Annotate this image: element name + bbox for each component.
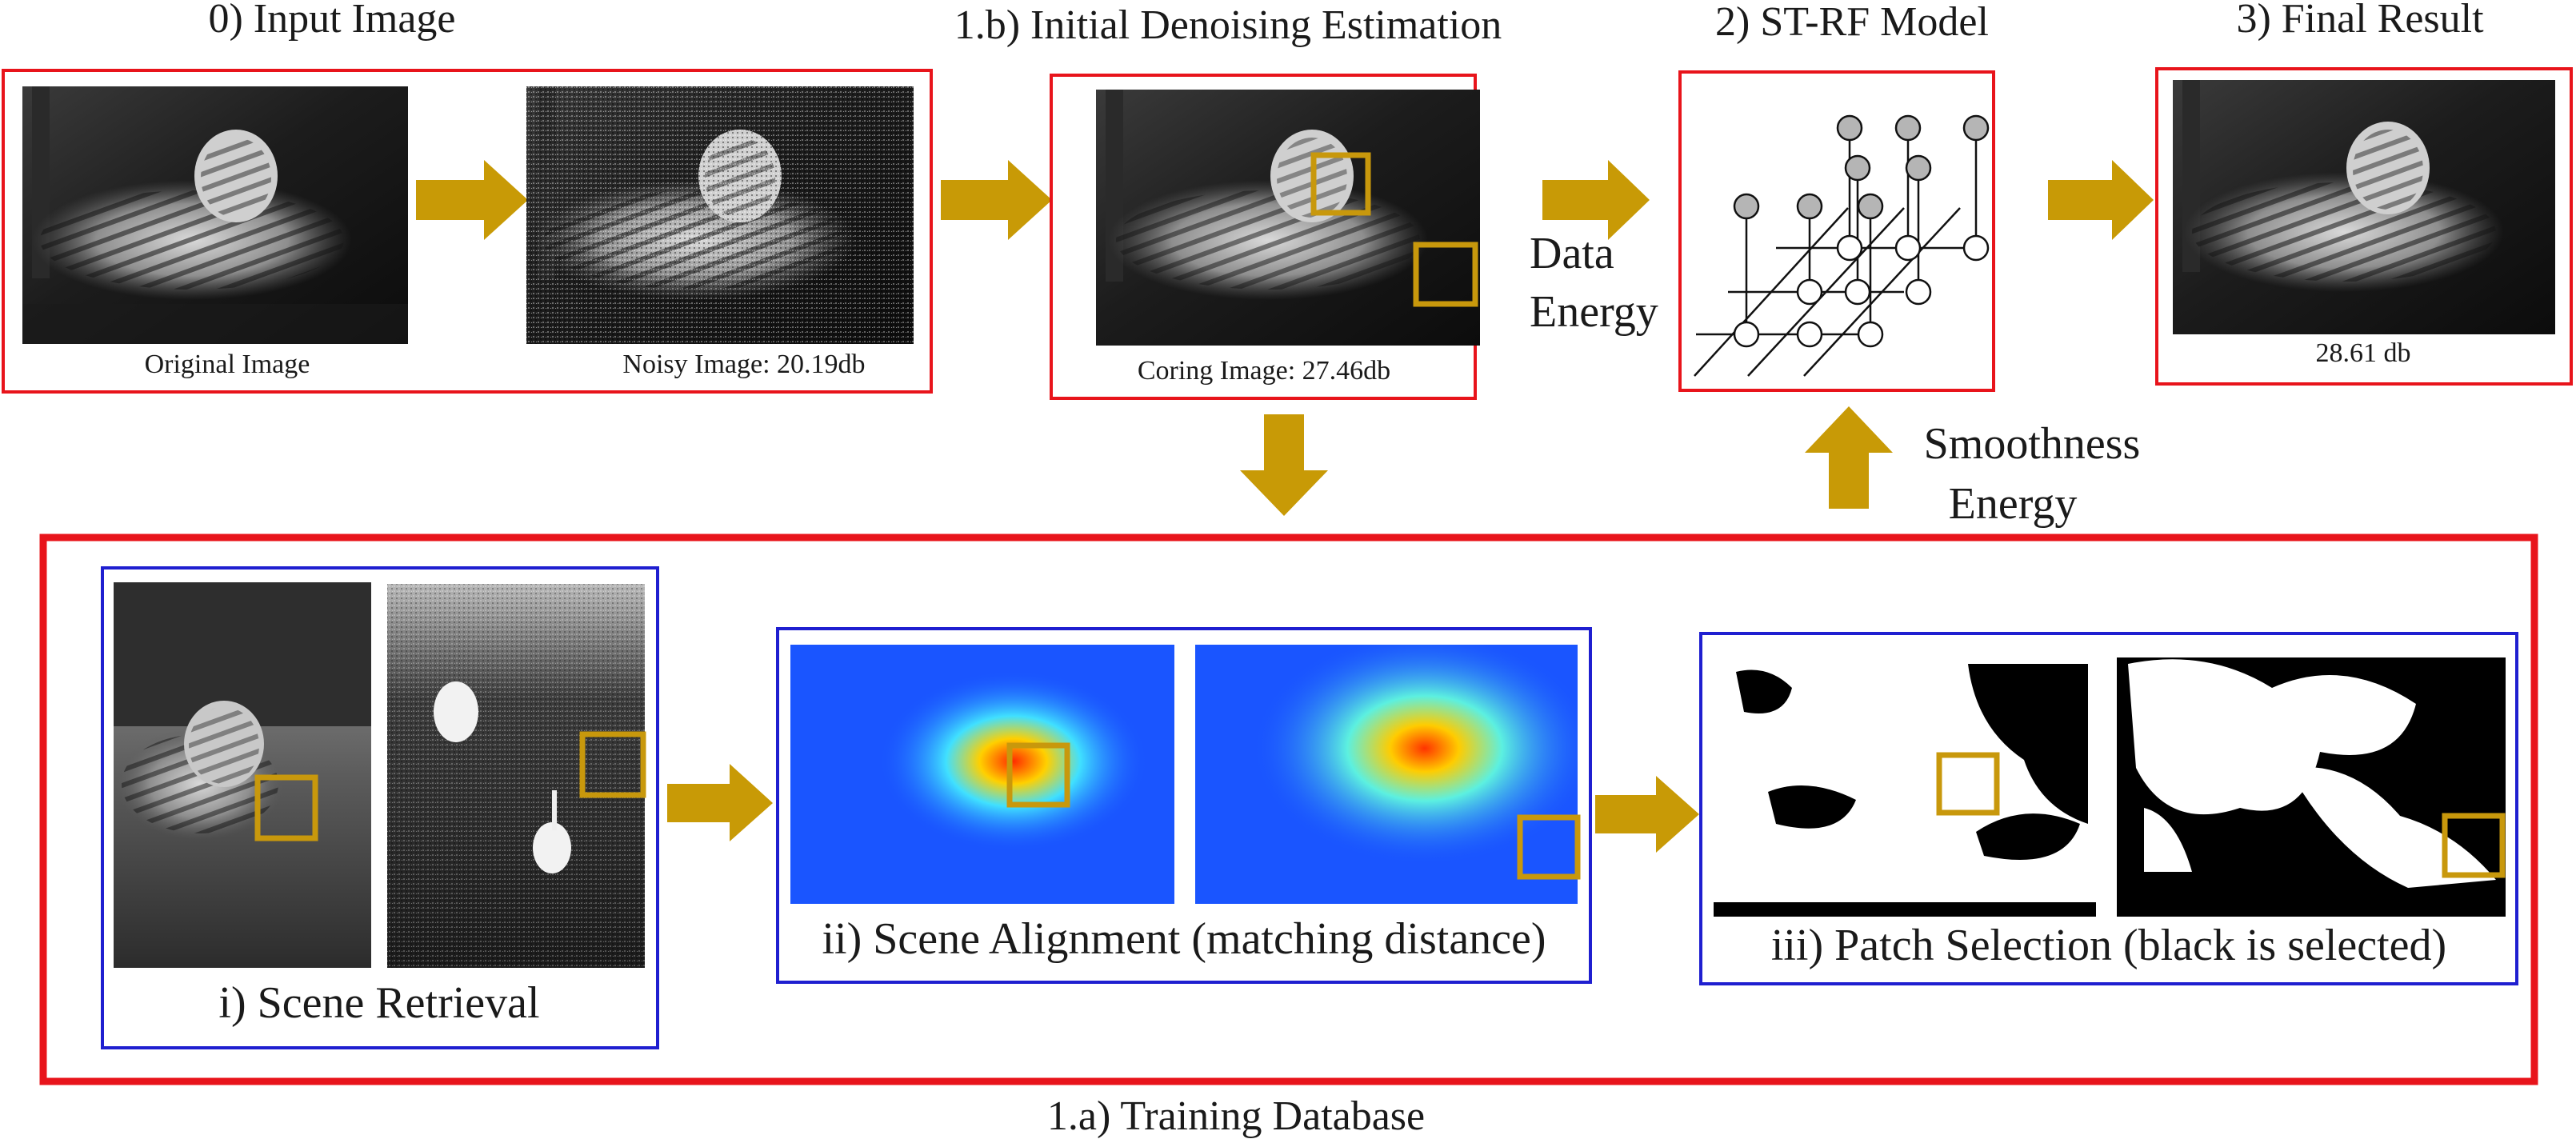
input-step-title: 0) Input Image	[208, 0, 455, 42]
arrow-initial-to-training	[1240, 414, 1328, 516]
patch-marker	[1936, 752, 2000, 816]
final-result-caption: 28.61 db	[2316, 338, 2411, 368]
coring-image-caption: Coring Image: 27.46db	[1138, 356, 1390, 386]
smoothness-energy-label-line1: Smoothness	[1924, 419, 2141, 469]
patch-selection-label: iii) Patch Selection (black is selected)	[1771, 921, 2446, 970]
arrow-retrieval-to-alignment	[667, 764, 773, 841]
final-step-title: 3) Final Result	[2236, 0, 2484, 42]
st-rf-nodes	[1733, 114, 1990, 348]
patch-marker	[1413, 242, 1478, 307]
data-energy-label-line1: Data	[1530, 229, 1614, 278]
noisy-image	[526, 86, 914, 344]
scene-retrieval-label: i) Scene Retrieval	[218, 978, 539, 1028]
arrow-strf-to-final	[2048, 160, 2154, 240]
scene-alignment-frame	[776, 627, 1592, 984]
selection-mask-2	[2117, 657, 2506, 917]
matching-distance-map-2	[1195, 645, 1578, 904]
patch-marker	[2442, 813, 2506, 878]
retrieved-tiger-image	[114, 582, 371, 968]
coring-image	[1096, 90, 1480, 346]
arrow-initial-to-strf	[1542, 160, 1650, 240]
strf-model-frame	[1678, 70, 1995, 392]
retrieved-egret-image	[387, 584, 645, 968]
patch-marker	[254, 774, 318, 841]
initial-step-title: 1.b) Initial Denoising Estimation	[954, 2, 1502, 48]
final-result-frame	[2155, 67, 2573, 386]
strf-step-title: 2) ST-RF Model	[1715, 0, 1989, 45]
selection-mask-1	[1714, 657, 2096, 917]
final-result-image	[2173, 80, 2555, 334]
matching-distance-map-1	[790, 645, 1174, 904]
noisy-image-caption: Noisy Image: 20.19db	[622, 350, 865, 379]
scene-alignment-label: ii) Scene Alignment (matching distance)	[822, 914, 1546, 964]
input-image-frame	[2, 69, 933, 394]
data-energy-label-line2: Energy	[1530, 287, 1658, 337]
patch-marker	[1517, 814, 1581, 880]
original-image-caption: Original Image	[145, 350, 310, 379]
smoothness-energy-label-line2: Energy	[1949, 479, 2078, 529]
scene-retrieval-frame	[101, 566, 659, 1049]
patch-marker	[1310, 152, 1371, 216]
patch-marker	[1006, 742, 1070, 808]
arrow-original-to-noisy	[416, 160, 528, 240]
arrow-alignment-to-selection	[1595, 776, 1699, 853]
arrow-training-to-strf	[1805, 406, 1893, 509]
patch-selection-frame	[1699, 632, 2518, 985]
training-database-frame	[39, 534, 2538, 1085]
original-image	[22, 86, 408, 344]
patch-marker	[579, 731, 646, 798]
arrow-input-to-initial	[941, 160, 1052, 240]
training-database-label: 1.a) Training Database	[1047, 1093, 1425, 1139]
